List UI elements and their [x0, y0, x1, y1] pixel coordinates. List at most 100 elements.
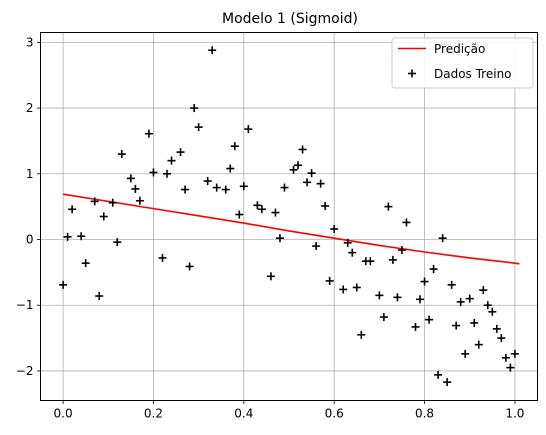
data-point — [343, 238, 352, 247]
data-point — [307, 169, 316, 178]
y-tick-label: −2 — [16, 364, 34, 378]
data-point — [506, 363, 515, 372]
data-point — [113, 238, 122, 247]
data-point — [108, 198, 117, 207]
y-tick-label: 3 — [26, 35, 34, 49]
data-point — [330, 224, 339, 233]
data-point — [158, 253, 167, 262]
prediction-line — [62, 193, 520, 265]
data-point — [488, 307, 497, 316]
data-point — [375, 291, 384, 300]
data-point — [221, 185, 230, 194]
data-point — [176, 148, 185, 157]
data-point — [185, 262, 194, 271]
data-point — [99, 212, 108, 221]
data-point — [59, 280, 68, 289]
data-point — [239, 182, 248, 191]
data-point — [226, 164, 235, 173]
axes: 0.0 0.2 0.4 0.6 0.8 1.0 −2 −1 0 1 2 3 — [16, 35, 525, 420]
data-point — [452, 321, 461, 330]
data-point — [411, 322, 420, 331]
plot-frame — [40, 32, 538, 401]
data-point — [77, 232, 86, 241]
data-point — [456, 297, 465, 306]
y-tick-label: 1 — [26, 167, 34, 181]
legend-label-dados-treino: Dados Treino — [434, 67, 512, 81]
data-point — [235, 210, 244, 219]
data-point — [388, 255, 397, 264]
data-point — [366, 257, 375, 266]
data-point — [144, 129, 153, 138]
data-point — [397, 246, 406, 255]
data-point — [275, 234, 284, 243]
data-point — [212, 183, 221, 192]
data-point — [325, 276, 334, 285]
data-point — [470, 318, 479, 327]
data-point — [425, 315, 434, 324]
data-point — [289, 165, 298, 174]
data-point — [434, 370, 443, 379]
data-point — [429, 265, 438, 274]
data-point — [131, 184, 140, 193]
data-point — [447, 280, 456, 289]
data-point — [379, 313, 388, 322]
y-tick-label: 0 — [26, 233, 34, 247]
data-point — [402, 218, 411, 227]
data-point — [90, 197, 99, 206]
data-point — [501, 353, 510, 362]
data-point — [294, 161, 303, 170]
data-point — [126, 174, 135, 183]
data-point — [63, 232, 72, 241]
data-point — [497, 334, 506, 343]
data-point — [81, 259, 90, 268]
data-point — [348, 248, 357, 257]
x-tick-label: 0.6 — [325, 407, 344, 421]
data-point — [117, 150, 126, 159]
data-point — [483, 301, 492, 310]
data-point — [230, 142, 239, 151]
x-tick-label: 0.0 — [54, 407, 73, 421]
data-point — [420, 277, 429, 286]
data-point — [393, 293, 402, 302]
data-point — [95, 292, 104, 301]
data-point — [135, 196, 144, 205]
legend: Predição Dados Treino — [391, 37, 534, 89]
data-point — [190, 104, 199, 113]
data-point — [352, 283, 361, 292]
x-tick-label: 0.8 — [415, 407, 434, 421]
data-point — [416, 295, 425, 304]
chart-title: Modelo 1 (Sigmoid) — [222, 11, 358, 27]
data-point — [339, 285, 348, 294]
x-tick-label: 0.2 — [144, 407, 163, 421]
data-point — [316, 179, 325, 188]
data-point — [68, 205, 77, 214]
x-tick-label: 0.4 — [234, 407, 253, 421]
legend-plus-icon — [408, 69, 416, 78]
data-point — [384, 202, 393, 211]
data-point — [461, 349, 470, 358]
data-point — [321, 201, 330, 210]
data-point — [149, 168, 158, 177]
legend-box — [391, 37, 534, 89]
data-point — [492, 324, 501, 333]
grid-lines — [40, 32, 538, 401]
data-point — [244, 125, 253, 134]
data-point — [167, 156, 176, 165]
data-point — [443, 378, 452, 387]
plot-area — [59, 46, 520, 387]
data-point — [163, 169, 172, 178]
data-point — [181, 185, 190, 194]
data-point — [194, 123, 203, 132]
data-point — [253, 201, 262, 210]
data-point — [298, 145, 307, 154]
data-point — [266, 272, 275, 281]
data-point — [510, 349, 519, 358]
data-point — [208, 46, 217, 55]
legend-label-predicao: Predição — [434, 42, 485, 56]
data-point — [280, 183, 289, 192]
x-tick-label: 1.0 — [505, 407, 524, 421]
data-point — [438, 234, 447, 243]
data-point — [312, 242, 321, 251]
data-point — [465, 294, 474, 303]
y-tick-label: −1 — [16, 298, 34, 312]
